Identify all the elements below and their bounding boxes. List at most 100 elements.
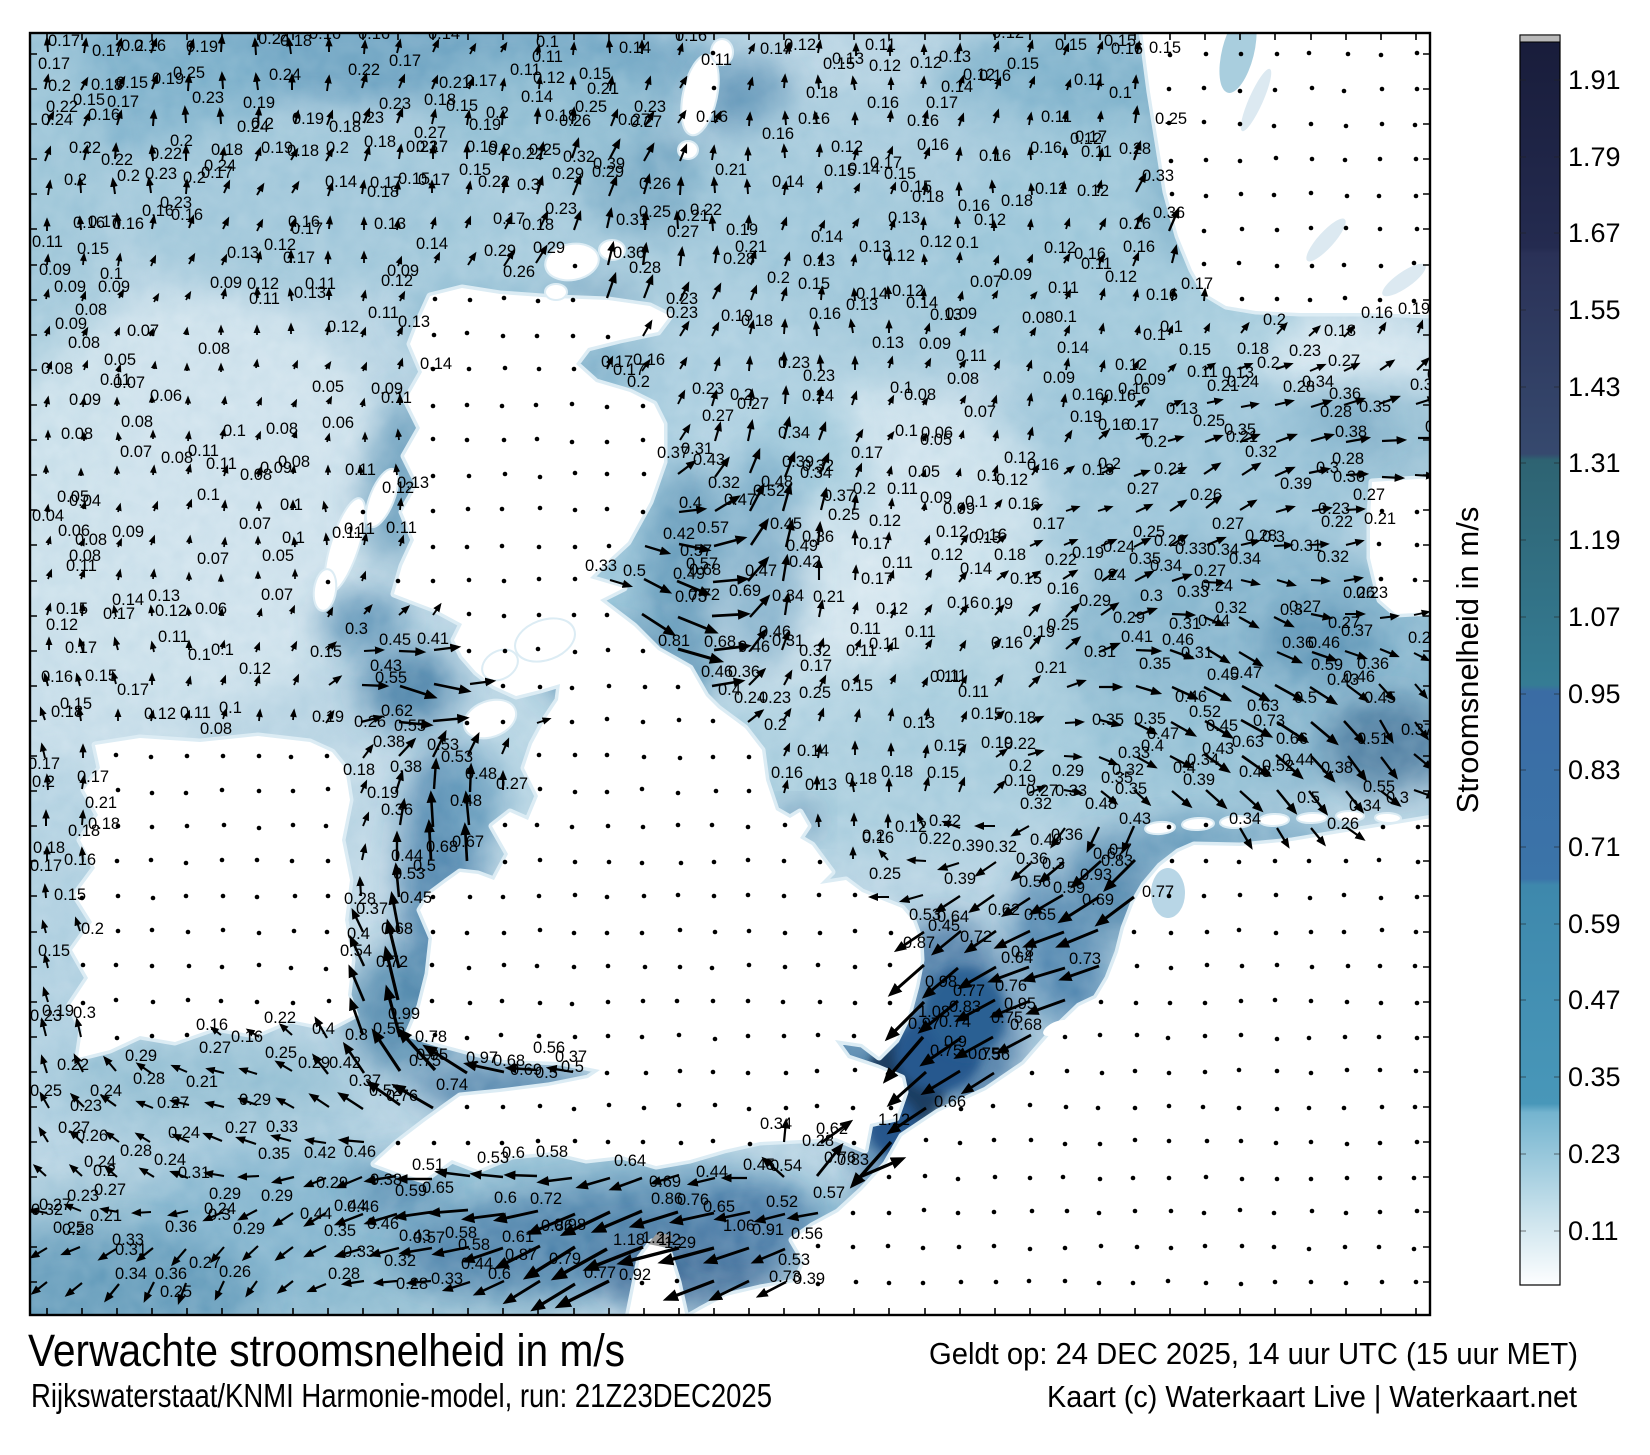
svg-text:0.43: 0.43 — [1239, 763, 1271, 781]
svg-text:0.16: 0.16 — [762, 125, 794, 143]
svg-text:0.83: 0.83 — [837, 1151, 869, 1169]
svg-text:0.8: 0.8 — [345, 1026, 368, 1044]
svg-text:0.18: 0.18 — [881, 763, 913, 781]
svg-text:0.12: 0.12 — [963, 66, 995, 84]
svg-text:0.11: 0.11 — [532, 48, 563, 66]
svg-text:0.69: 0.69 — [729, 582, 761, 600]
svg-text:0.26: 0.26 — [1427, 366, 1459, 384]
svg-text:0.11: 0.11 — [1568, 1216, 1619, 1246]
svg-text:0.23: 0.23 — [1289, 342, 1321, 360]
svg-text:0.11: 0.11 — [510, 61, 541, 79]
svg-text:0.12: 0.12 — [46, 616, 78, 634]
svg-text:0.24: 0.24 — [802, 387, 834, 405]
svg-text:0.1: 0.1 — [965, 493, 988, 511]
svg-text:0.16: 0.16 — [1111, 40, 1143, 58]
svg-text:0.09: 0.09 — [387, 262, 419, 280]
svg-text:0.38: 0.38 — [1335, 423, 1367, 441]
svg-text:0.44: 0.44 — [391, 847, 423, 865]
svg-text:0.33: 0.33 — [431, 1270, 463, 1288]
svg-text:0.28: 0.28 — [1245, 527, 1277, 545]
svg-text:0.24: 0.24 — [237, 118, 269, 136]
svg-text:0.34: 0.34 — [760, 1115, 792, 1133]
svg-text:0.1: 0.1 — [219, 699, 242, 717]
svg-text:0.17: 0.17 — [88, 213, 120, 231]
svg-text:0.09: 0.09 — [919, 335, 951, 353]
svg-text:0.19: 0.19 — [981, 595, 1013, 613]
svg-text:0.11: 0.11 — [32, 233, 63, 251]
svg-text:0.28: 0.28 — [1119, 140, 1151, 158]
svg-text:0.35: 0.35 — [1115, 780, 1147, 798]
svg-text:0.45: 0.45 — [928, 917, 960, 935]
svg-text:0.14: 0.14 — [416, 235, 448, 253]
svg-text:0.09: 0.09 — [39, 261, 71, 279]
svg-text:0.36: 0.36 — [155, 1265, 187, 1283]
svg-text:0.2: 0.2 — [486, 104, 509, 122]
svg-text:0.26: 0.26 — [1154, 532, 1186, 550]
svg-text:0.12: 0.12 — [533, 69, 565, 87]
svg-text:0.2: 0.2 — [767, 269, 790, 287]
svg-text:0.14: 0.14 — [856, 285, 888, 303]
svg-text:0.34: 0.34 — [1302, 373, 1334, 391]
svg-text:0.33: 0.33 — [1175, 540, 1207, 558]
svg-text:0.1: 0.1 — [1143, 326, 1166, 344]
svg-text:0.3: 0.3 — [1262, 528, 1285, 546]
svg-text:0.15: 0.15 — [310, 643, 342, 661]
svg-text:0.46: 0.46 — [1162, 631, 1194, 649]
svg-text:0.18: 0.18 — [364, 133, 396, 151]
svg-text:0.14: 0.14 — [619, 39, 651, 57]
svg-text:0.07: 0.07 — [970, 273, 1002, 291]
svg-text:0.99: 0.99 — [388, 1005, 420, 1023]
svg-text:0.27: 0.27 — [737, 395, 769, 413]
svg-text:0.33: 0.33 — [112, 1231, 144, 1249]
svg-text:0.32: 0.32 — [1215, 599, 1247, 617]
svg-text:0.2: 0.2 — [117, 167, 140, 185]
svg-text:0.4: 0.4 — [1141, 737, 1164, 755]
svg-text:0.05: 0.05 — [312, 378, 344, 396]
svg-text:0.08: 0.08 — [198, 340, 230, 358]
svg-text:0.36: 0.36 — [1329, 385, 1361, 403]
svg-text:0.48: 0.48 — [1085, 795, 1117, 813]
svg-text:0.12: 0.12 — [1105, 268, 1137, 286]
svg-text:0.36: 0.36 — [802, 528, 834, 546]
svg-text:0.27: 0.27 — [189, 1254, 221, 1272]
svg-text:0.12: 0.12 — [920, 233, 952, 251]
svg-text:0.21: 0.21 — [1154, 460, 1186, 478]
svg-text:0.1: 0.1 — [223, 422, 246, 440]
svg-text:0.35: 0.35 — [1359, 398, 1391, 416]
svg-text:0.5: 0.5 — [1294, 689, 1317, 707]
svg-text:0.32: 0.32 — [1317, 548, 1349, 566]
svg-text:0.59: 0.59 — [1053, 879, 1085, 897]
svg-text:0.53: 0.53 — [427, 736, 459, 754]
svg-text:0.49: 0.49 — [673, 565, 705, 583]
svg-text:0.32: 0.32 — [1112, 761, 1144, 779]
svg-text:0.1: 0.1 — [890, 379, 913, 397]
svg-text:0.11: 0.11 — [158, 628, 189, 646]
svg-text:0.24: 0.24 — [1227, 373, 1259, 391]
svg-text:0.31: 0.31 — [616, 211, 648, 229]
svg-text:0.15: 0.15 — [446, 97, 478, 115]
svg-text:0.16: 0.16 — [975, 526, 1007, 544]
svg-text:0.17: 0.17 — [48, 32, 80, 50]
svg-text:0.22: 0.22 — [101, 151, 133, 169]
svg-text:0.16: 0.16 — [288, 213, 320, 231]
svg-text:0.22: 0.22 — [69, 139, 101, 157]
svg-text:0.11: 0.11 — [930, 668, 961, 686]
svg-text:0.29: 0.29 — [239, 1091, 271, 1109]
svg-text:1.08: 1.08 — [918, 1003, 950, 1021]
svg-text:0.35: 0.35 — [1568, 1062, 1621, 1092]
svg-text:0.5: 0.5 — [623, 562, 646, 580]
svg-text:0.16: 0.16 — [979, 147, 1011, 165]
svg-text:0.29: 0.29 — [209, 1185, 241, 1203]
svg-text:0.49: 0.49 — [1030, 831, 1062, 849]
svg-text:0.1: 0.1 — [1160, 318, 1183, 336]
svg-text:0.38: 0.38 — [373, 733, 405, 751]
svg-text:0.18: 0.18 — [1004, 709, 1036, 727]
svg-text:0.72: 0.72 — [688, 586, 720, 604]
svg-text:0.58: 0.58 — [458, 1236, 490, 1254]
svg-text:0.93: 0.93 — [1080, 866, 1112, 884]
svg-text:1.19: 1.19 — [1568, 525, 1621, 555]
svg-text:0.29: 0.29 — [484, 242, 516, 260]
svg-text:0.54: 0.54 — [770, 1157, 802, 1175]
svg-text:0.75: 0.75 — [930, 1042, 962, 1060]
svg-text:0.43: 0.43 — [399, 1227, 431, 1245]
